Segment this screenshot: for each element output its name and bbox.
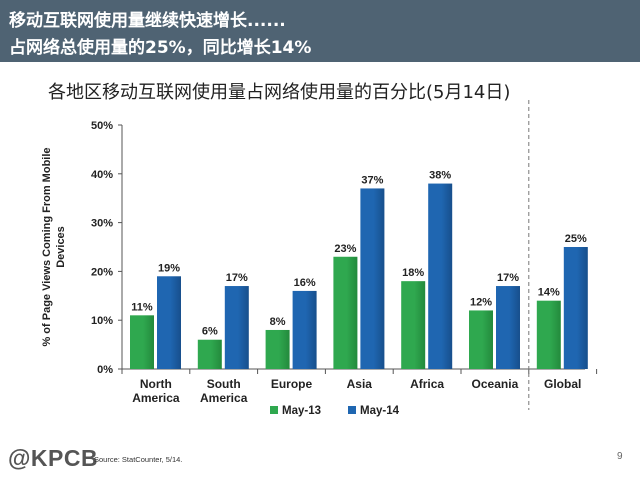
x-tick-label: South — [207, 377, 241, 391]
x-tick-label: Global — [544, 377, 581, 391]
y-tick-label: 30% — [91, 218, 113, 230]
bar-may-13-south-america — [197, 339, 222, 369]
data-label: 38% — [429, 170, 451, 182]
y-tick-label: 50% — [91, 120, 113, 132]
y-axis-label: Devices — [55, 226, 67, 268]
data-label: 18% — [402, 267, 424, 279]
data-label: 16% — [294, 277, 316, 289]
bar-may-13-asia — [333, 256, 358, 369]
y-tick-label: 20% — [91, 266, 113, 278]
bar-may-14-europe — [292, 290, 317, 369]
legend-swatch-may-14 — [348, 406, 356, 414]
bar-may-13-global — [536, 300, 561, 369]
x-tick-label: Europe — [271, 377, 313, 391]
x-tick-label: America — [132, 391, 180, 405]
bar-may-13-north-america — [130, 315, 154, 369]
page-number: 9 — [617, 451, 623, 462]
data-label: 8% — [270, 316, 286, 328]
kpcb-logo: @KPCB — [8, 445, 99, 471]
y-axis-label: % of Page Views Coming From Mobile — [41, 147, 53, 346]
legend-label: May-14 — [360, 405, 400, 417]
legend-label: May-13 — [282, 405, 321, 417]
x-tick-label: North — [140, 377, 172, 391]
data-label: 12% — [470, 296, 492, 308]
x-tick-label: Oceania — [472, 377, 519, 391]
y-tick-label: 40% — [91, 169, 113, 181]
data-label: 37% — [361, 174, 383, 186]
data-label: 23% — [334, 243, 356, 255]
data-label: 11% — [131, 301, 153, 313]
data-label: 19% — [158, 262, 180, 274]
bar-may-14-global — [563, 247, 588, 369]
y-tick-label: 0% — [97, 364, 113, 376]
headline-line-1: 移动互联网使用量继续快速增长...... — [9, 11, 286, 31]
bar-may-14-africa — [428, 183, 453, 369]
bar-may-13-africa — [401, 281, 426, 369]
bar-may-13-oceania — [469, 310, 493, 369]
data-label: 17% — [226, 272, 248, 284]
data-label: 17% — [497, 272, 519, 284]
data-label: 6% — [202, 326, 218, 338]
headline-banner: 移动互联网使用量继续快速增长...... 占网络总使用量的25%，同比增长14% — [0, 0, 640, 62]
x-tick-label: Asia — [347, 377, 373, 391]
bar-may-13-europe — [265, 329, 290, 369]
x-tick-label: America — [200, 391, 248, 405]
y-tick-label: 10% — [91, 315, 113, 327]
bar-may-14-asia — [360, 188, 385, 369]
bar-may-14-north-america — [157, 276, 181, 369]
data-label: 25% — [565, 233, 587, 245]
headline-line-2: 占网络总使用量的25%，同比增长14% — [9, 38, 312, 58]
legend-swatch-may-13 — [270, 406, 278, 414]
source-note: Source: StatCounter, 5/14. — [94, 455, 183, 464]
x-tick-label: Africa — [410, 377, 444, 391]
bar-may-14-oceania — [496, 286, 520, 369]
bar-may-14-south-america — [224, 286, 249, 369]
data-label: 14% — [538, 287, 560, 299]
chart-title: 各地区移动互联网使用量占网络使用量的百分比(5月14日) — [48, 82, 511, 103]
